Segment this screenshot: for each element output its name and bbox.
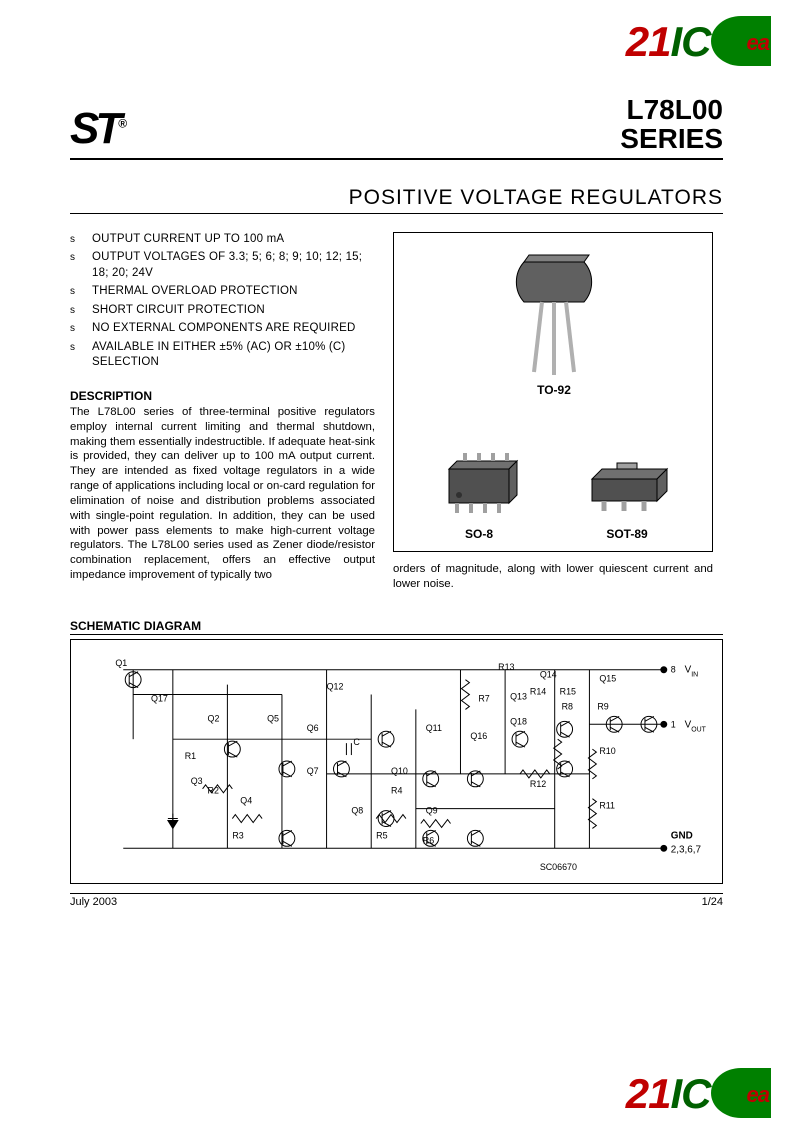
subtitle: POSITIVE VOLTAGE REGULATORS: [70, 186, 723, 214]
comp-label: R10: [599, 746, 615, 756]
feature-item: AVAILABLE IN EITHER ±5% (AC) OR ±10% (C)…: [70, 340, 375, 371]
pin-label: VIN: [685, 665, 699, 679]
comp-label: Q2: [208, 714, 220, 724]
comp-label: Q7: [307, 766, 319, 776]
comp-label: Q17: [151, 694, 168, 704]
comp-label: Q12: [327, 682, 344, 692]
right-column: TO-92 SO-8: [393, 232, 713, 592]
so8-icon: [429, 451, 529, 521]
comp-label: Q13: [510, 692, 527, 702]
package-box: TO-92 SO-8: [393, 232, 713, 552]
content-row: OUTPUT CURRENT UP TO 100 mA OUTPUT VOLTA…: [70, 232, 723, 592]
package-label: SO-8: [414, 527, 544, 541]
comp-label: Q11: [426, 724, 442, 734]
logo-reg: ®: [118, 116, 127, 130]
comp-label: Q18: [510, 717, 527, 727]
comp-label: R5: [376, 831, 387, 841]
watermark-top: 21IC ea: [626, 18, 793, 70]
comp-label: Q5: [267, 714, 279, 724]
feature-item: OUTPUT VOLTAGES OF 3.3; 5; 6; 8; 9; 10; …: [70, 250, 375, 281]
schematic-diagram: Q1 Q17 Q2 Q3 Q4 Q5 Q6 Q7 Q8 Q9 Q10 Q11 Q…: [70, 639, 723, 884]
pin-num: 8: [671, 665, 676, 675]
comp-label: R4: [391, 786, 402, 796]
schematic-heading: SCHEMATIC DIAGRAM: [70, 619, 723, 635]
comp-label: R2: [208, 786, 219, 796]
pin-num: 1: [671, 720, 676, 730]
header: ST® L78L00 SERIES: [70, 95, 723, 160]
to92-icon: [494, 247, 614, 377]
page-body: ST® L78L00 SERIES POSITIVE VOLTAGE REGUL…: [0, 0, 793, 948]
comp-label: C: [353, 738, 360, 748]
package-label: SOT-89: [562, 527, 692, 541]
pin-label: GND: [671, 831, 693, 842]
comp-label: Q14: [540, 670, 557, 680]
comp-label: R12: [530, 779, 546, 789]
footer-date: July 2003: [70, 896, 117, 908]
left-column: OUTPUT CURRENT UP TO 100 mA OUTPUT VOLTA…: [70, 232, 375, 592]
pin-label: VOUT: [685, 720, 707, 734]
watermark-bottom: 21ICea: [626, 1070, 793, 1122]
description-continuation: orders of magnitude, along with lower qu…: [393, 562, 713, 592]
logo-text: ST: [70, 104, 118, 153]
comp-label: R11: [599, 801, 615, 811]
product-title: L78L00 SERIES: [620, 95, 723, 154]
wm-21: 21: [626, 18, 671, 65]
pin-nums: 2,3,6,7: [671, 845, 702, 856]
comp-label: Q3: [191, 776, 203, 786]
feature-list: OUTPUT CURRENT UP TO 100 mA OUTPUT VOLTA…: [70, 232, 375, 371]
wm-ic: IC: [671, 18, 711, 65]
comp-label: R9: [597, 702, 608, 712]
feature-item: NO EXTERNAL COMPONENTS ARE REQUIRED: [70, 321, 375, 337]
comp-label: R14: [530, 687, 546, 697]
comp-label: R15: [560, 687, 576, 697]
package-so8: SO-8: [414, 451, 544, 541]
comp-label: Q10: [391, 766, 408, 776]
description-heading: DESCRIPTION: [70, 389, 375, 403]
comp-label: R7: [478, 694, 489, 704]
comp-label: R3: [232, 831, 243, 841]
footer: July 2003 1/24: [70, 893, 723, 908]
comp-label: R13: [498, 662, 514, 672]
description-body: The L78L00 series of three-terminal posi…: [70, 405, 375, 583]
comp-label: Q15: [599, 674, 616, 684]
feature-item: SHORT CIRCUIT PROTECTION: [70, 303, 375, 319]
comp-label: Q4: [240, 796, 252, 806]
comp-label: R6: [423, 836, 434, 846]
footer-page: 1/24: [702, 896, 723, 908]
schematic-ref: SC06670: [540, 863, 577, 873]
sot89-icon: [572, 451, 682, 521]
comp-label: R1: [185, 751, 196, 761]
package-sot89: SOT-89: [562, 451, 692, 541]
comp-label: R8: [562, 702, 573, 712]
feature-item: THERMAL OVERLOAD PROTECTION: [70, 284, 375, 300]
comp-label: Q8: [351, 806, 363, 816]
comp-label: Q6: [307, 724, 319, 734]
wm-sea: ea: [747, 30, 769, 55]
feature-item: OUTPUT CURRENT UP TO 100 mA: [70, 232, 375, 248]
product-line2: SERIES: [620, 124, 723, 153]
package-label: TO-92: [484, 383, 624, 397]
product-line1: L78L00: [620, 95, 723, 124]
comp-label: Q1: [115, 658, 127, 668]
st-logo: ST®: [70, 104, 127, 154]
comp-label: Q16: [470, 732, 487, 742]
package-to92: TO-92: [484, 247, 624, 397]
comp-label: Q9: [426, 806, 438, 816]
